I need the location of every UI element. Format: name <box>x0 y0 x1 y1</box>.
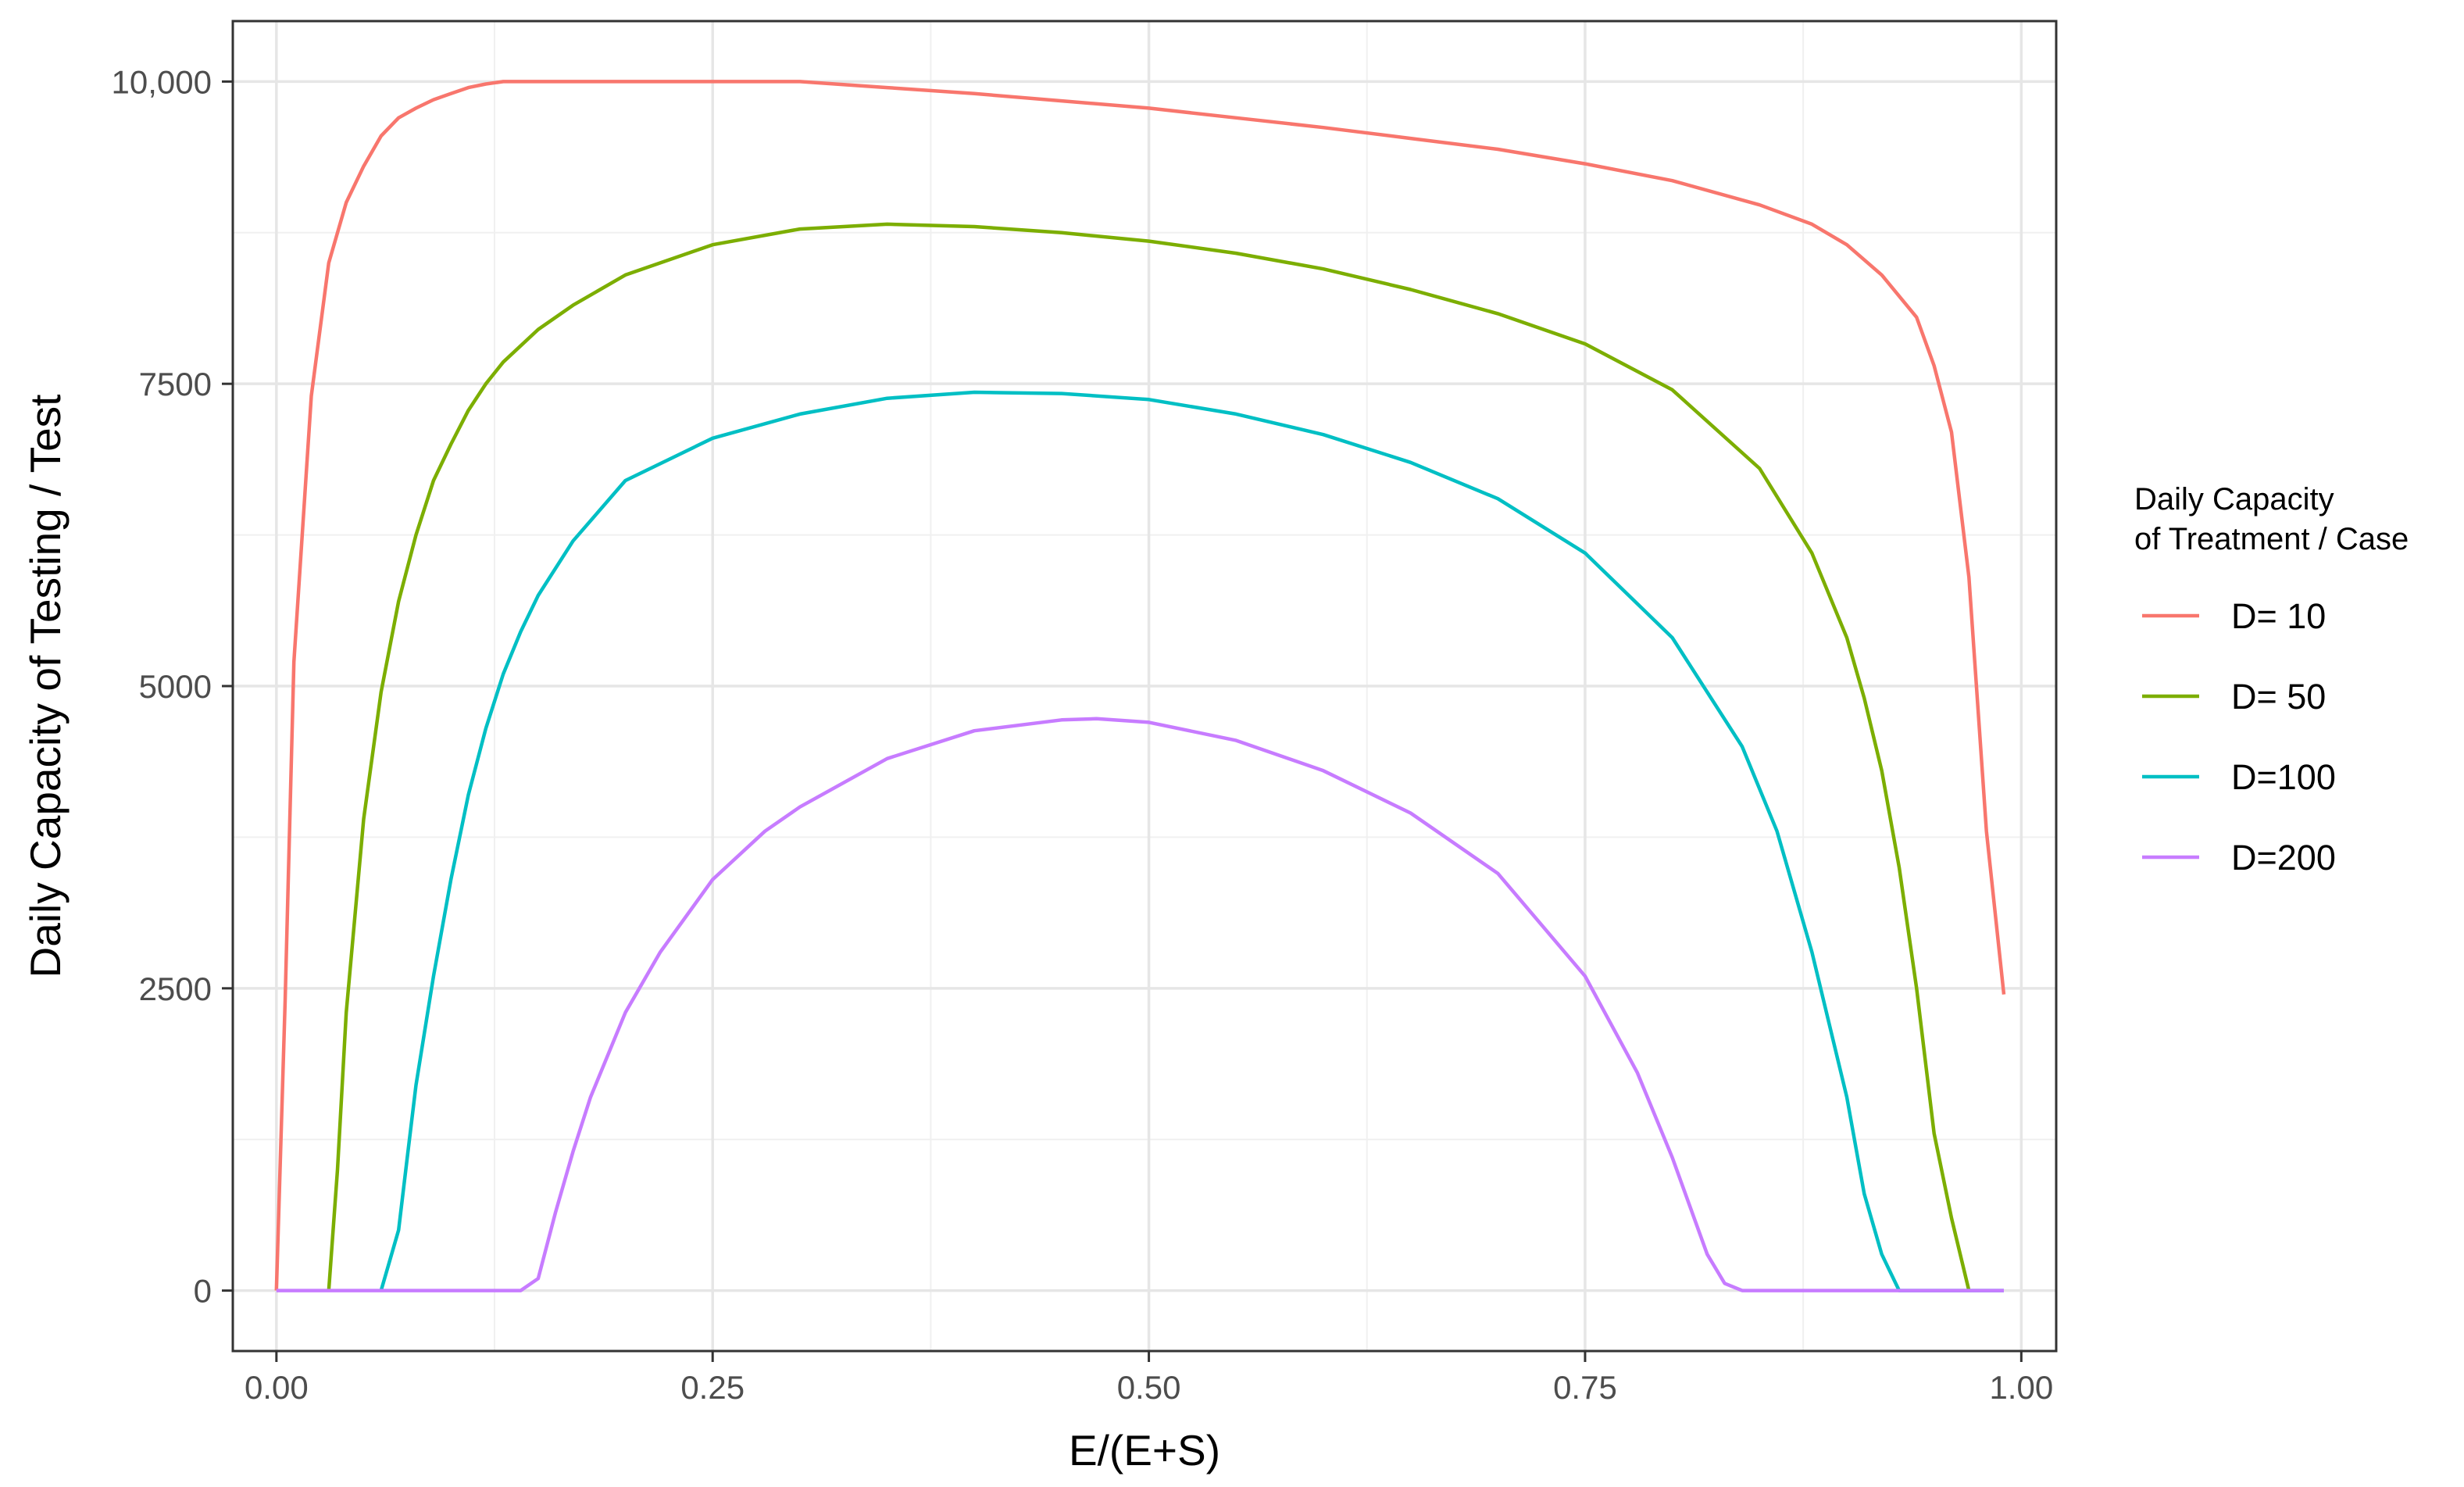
x-axis: 0.00 0.25 0.50 0.75 1.00 <box>245 1351 2053 1406</box>
x-axis-title: E/(E+S) <box>1069 1426 1220 1474</box>
y-tick-label: 5000 <box>139 668 212 705</box>
x-tick-label: 0.00 <box>245 1369 309 1406</box>
x-tick-label: 0.25 <box>680 1369 745 1406</box>
legend-label-3: D=100 <box>2231 757 2336 797</box>
y-tick-label: 10,000 <box>112 63 212 100</box>
series-line-3 <box>379 390 2004 1292</box>
legend-items: D= 10 D= 50 D=100 D=200 <box>2142 596 2336 878</box>
legend: Daily Capacity of Treatment / Case D= 10… <box>2134 482 2409 878</box>
minor-gridlines <box>233 21 2056 1351</box>
y-tick-label: 7500 <box>139 366 212 402</box>
y-tick-label: 2500 <box>139 970 212 1007</box>
legend-label-4: D=200 <box>2231 838 2336 878</box>
x-tick-label: 0.50 <box>1117 1369 1181 1406</box>
y-axis-title: Daily Capacity of Testing / Test <box>21 395 70 978</box>
legend-title-line-2: of Treatment / Case <box>2134 522 2409 556</box>
x-tick-label: 0.75 <box>1553 1369 1617 1406</box>
y-tick-label: 0 <box>194 1273 212 1310</box>
legend-title-line-1: Daily Capacity <box>2134 482 2334 517</box>
legend-label-2: D= 50 <box>2231 677 2326 717</box>
series-lines <box>274 80 2006 1292</box>
series-line-1 <box>274 80 2006 1291</box>
legend-label-1: D= 10 <box>2231 596 2326 636</box>
major-gridlines <box>233 21 2056 1351</box>
series-line-4 <box>276 717 2004 1292</box>
y-axis: 0 2500 5000 7500 10,000 <box>112 63 233 1310</box>
series-line-2 <box>327 222 1971 1292</box>
x-tick-label: 1.00 <box>1989 1369 2053 1406</box>
